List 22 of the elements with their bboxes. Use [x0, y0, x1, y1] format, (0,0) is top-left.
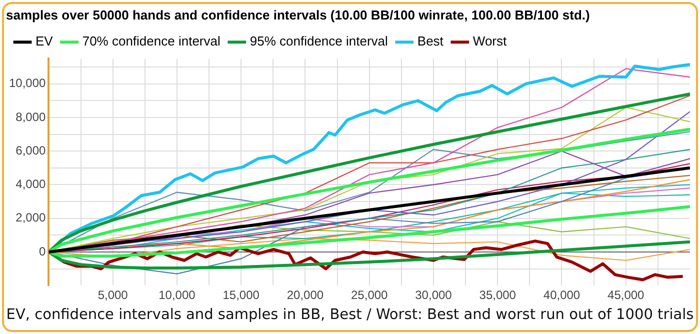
legend-label: Worst: [472, 34, 508, 49]
legend-label: Best: [417, 34, 444, 49]
y-tick-label: 6,000: [16, 143, 46, 158]
y-tick-label: 8,000: [16, 110, 46, 124]
x-tick-label: 25,000: [351, 288, 388, 302]
y-tick-label: 2,000: [16, 210, 46, 225]
legend-label: EV: [36, 34, 54, 49]
y-tick-label: 4,000: [16, 177, 46, 192]
y-tick-label: 10,000: [9, 76, 46, 90]
x-tick-label: 15,000: [222, 288, 260, 302]
x-tick-label: 5,000: [98, 288, 128, 302]
y-tick-label: 0: [39, 244, 46, 258]
x-tick-label: 45,000: [608, 288, 645, 302]
x-tick-label: 20,000: [286, 288, 324, 302]
legend-label: 70% confidence interval: [82, 34, 220, 49]
x-tick-label: 35,000: [479, 288, 516, 302]
x-tick-label: 30,000: [415, 288, 452, 302]
x-tick-label: 10,000: [158, 288, 196, 302]
text: EV, confidence intervals and samples in BB, Best / Worst: Best and worst run out of 1000 trials: [5, 307, 695, 323]
legend-label: 95% confidence interval: [250, 34, 388, 49]
chart-title: samples over 50000 hands and confidence intervals (10.00 BB/100 winrate, 100.00 BB/100 std.): [6, 7, 590, 22]
x-tick-label: 40,000: [543, 288, 580, 302]
